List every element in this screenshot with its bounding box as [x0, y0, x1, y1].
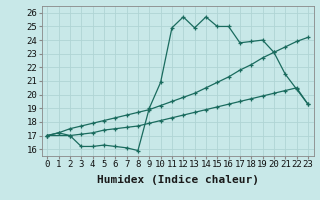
X-axis label: Humidex (Indice chaleur): Humidex (Indice chaleur) — [97, 175, 259, 185]
